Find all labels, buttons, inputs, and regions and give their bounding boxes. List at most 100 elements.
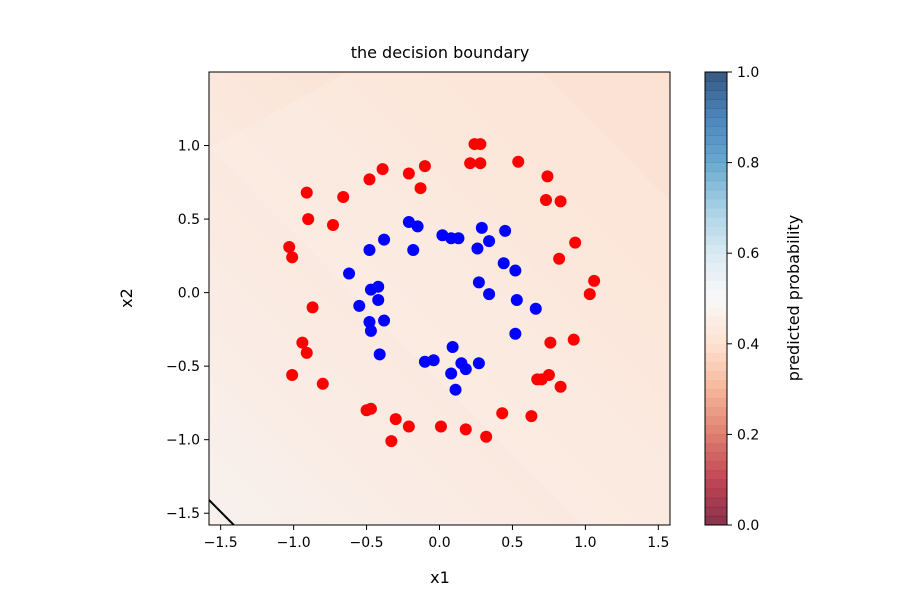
colorbar-band	[705, 81, 727, 91]
colorbar-band	[705, 407, 727, 417]
data-point	[402, 167, 415, 180]
y-tick-label: 0.0	[178, 286, 200, 302]
colorbar-bands	[705, 72, 727, 526]
colorbar-band	[705, 244, 727, 254]
x-tick-label: −0.5	[350, 535, 384, 551]
y-tick-label: 1.0	[178, 139, 200, 155]
colorbar-band	[705, 506, 727, 517]
data-point	[372, 293, 385, 306]
colorbar-band	[705, 434, 727, 444]
x-tick-label: −1.5	[204, 535, 238, 551]
colorbar-band	[705, 216, 727, 227]
data-point	[402, 420, 415, 433]
colorbar-band	[705, 380, 727, 390]
data-point	[567, 333, 580, 346]
x-tick-label: 0.0	[428, 535, 450, 551]
colorbar-band	[705, 135, 727, 145]
colorbar-band	[705, 144, 727, 154]
data-point	[434, 420, 447, 433]
colorbar-tick-label: 0.0	[737, 518, 759, 534]
colorbar-tick-label: 0.2	[737, 427, 759, 443]
colorbar-band	[705, 289, 727, 299]
data-point	[499, 224, 512, 237]
data-point	[475, 221, 488, 234]
data-point	[588, 274, 601, 287]
colorbar-band	[705, 389, 727, 399]
colorbar-frame	[704, 71, 728, 526]
data-point	[445, 367, 458, 380]
data-point	[418, 355, 431, 368]
data-point	[509, 327, 522, 340]
data-point	[300, 186, 313, 199]
data-point	[302, 213, 315, 226]
data-point	[497, 257, 510, 270]
colorbar-band	[705, 497, 727, 508]
data-point	[337, 191, 350, 204]
colorbar-band	[705, 361, 727, 372]
data-point	[496, 407, 509, 420]
data-point	[512, 155, 525, 168]
x-tick-label: 0.5	[501, 535, 523, 551]
data-point	[474, 138, 487, 151]
colorbar-band	[705, 262, 727, 272]
data-point	[306, 301, 319, 314]
colorbar-band	[705, 443, 727, 453]
data-point	[472, 357, 485, 370]
colorbar-band	[705, 253, 727, 263]
data-point	[296, 336, 309, 349]
y-tick-label: −0.5	[166, 359, 200, 375]
data-point	[316, 377, 329, 390]
data-point	[373, 348, 386, 361]
data-point	[480, 430, 493, 443]
x-axis: −1.5 −1.0 −0.5 0.0 0.5 1.0 1.5	[204, 525, 669, 551]
data-point	[283, 241, 296, 254]
data-point	[411, 220, 424, 233]
y-tick-label: −1.0	[166, 433, 200, 449]
data-point	[414, 182, 427, 195]
colorbar-tick-label: 0.8	[737, 156, 759, 172]
colorbar-band	[705, 461, 727, 472]
colorbar-band	[705, 117, 727, 127]
colorbar-band	[705, 416, 727, 426]
colorbar-band	[705, 452, 727, 462]
colorbar-band	[705, 72, 727, 82]
data-point	[407, 243, 420, 256]
colorbar-band	[705, 207, 727, 218]
contour-band	[541, 72, 670, 202]
data-point	[459, 363, 472, 376]
y-tick-label: −1.5	[166, 506, 200, 522]
data-point	[569, 236, 582, 249]
colorbar-band	[705, 325, 727, 336]
data-point	[364, 402, 377, 415]
colorbar-band	[705, 470, 727, 481]
colorbar-band	[705, 479, 727, 490]
colorbar-band	[705, 90, 727, 100]
contour-bands	[209, 72, 670, 525]
colorbar-ticks: 0.0 0.2 0.4 0.6 0.8 1.0	[727, 65, 759, 534]
contour-band	[337, 72, 670, 408]
data-point	[364, 324, 377, 337]
x-tick-label: −1.0	[277, 535, 311, 551]
data-point	[446, 341, 459, 354]
colorbar-band	[705, 316, 727, 327]
data-point	[553, 252, 566, 265]
colorbar-band	[705, 153, 727, 163]
colorbar-band	[705, 370, 727, 381]
colorbar-band	[705, 198, 727, 209]
data-point	[343, 267, 356, 280]
x-tick-label: 1.5	[647, 535, 669, 551]
data-point	[459, 423, 472, 436]
colorbar-band	[705, 235, 727, 245]
colorbar: 0.0 0.2 0.4 0.6 0.8 1.0 predicted probability	[704, 65, 803, 534]
data-point	[363, 243, 376, 256]
data-point	[583, 288, 596, 301]
data-point	[389, 413, 402, 426]
data-point	[542, 368, 555, 381]
colorbar-band	[705, 398, 727, 408]
data-point	[541, 170, 554, 183]
data-point	[376, 163, 389, 176]
colorbar-band	[705, 108, 727, 118]
colorbar-band	[705, 515, 727, 526]
colorbar-label: predicted probability	[784, 215, 803, 381]
colorbar-band	[705, 334, 727, 345]
